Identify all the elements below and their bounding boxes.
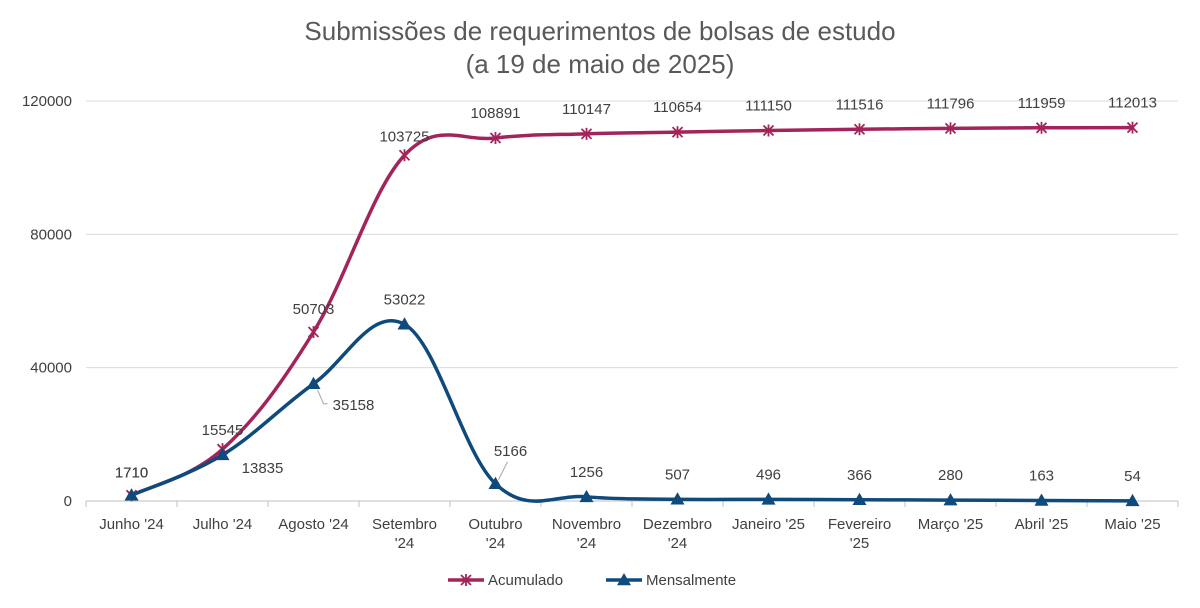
x-tick-label: Março '25 [918,516,983,533]
y-tick-label: 0 [64,493,72,510]
y-tick-label: 40000 [30,360,72,377]
data-point-marker [943,493,958,506]
series-line-acumulado [129,125,1135,498]
data-point-marker [398,149,411,162]
data-label: 110147 [562,101,611,118]
data-point-marker [1034,493,1049,506]
data-label: 110654 [653,99,702,116]
data-label: 13835 [242,460,284,477]
data-label: 54 [1124,468,1141,485]
legend-label: Acumulado [488,572,563,589]
data-label: 111959 [1018,95,1066,112]
axes: 0 40000 80000 120000 Junho '24 Julho '24 Agost… [22,93,1179,552]
legend-marker [460,574,472,586]
data-point-marker [307,325,320,338]
x-tick-label: Julho '24 [193,516,253,533]
data-label: 1710 [115,464,148,481]
data-point-marker [762,124,775,137]
data-point-marker [397,317,412,330]
series-lines [124,121,1140,507]
data-label: 111516 [836,96,884,113]
data-label: 15545 [202,422,244,439]
x-tick-label: Maio '25 [1104,516,1160,533]
data-label: 111150 [745,98,792,115]
data-label: 507 [665,466,690,483]
data-point-marker [306,376,321,390]
data-label: 50703 [293,301,335,318]
y-tick-label: 80000 [30,226,72,243]
data-point-marker [1125,493,1140,507]
x-tick-label: Agosto '24 [278,516,348,533]
data-labels: 1710 15545 50703 103725 108891 110147 110654 11… [115,95,1157,485]
data-point-marker [579,489,594,503]
data-point-marker [852,492,867,506]
data-label: 496 [756,466,781,483]
data-point-marker [761,492,776,505]
x-tick-label: Dezembro '24 [643,516,712,552]
gridlines [86,100,1178,502]
data-point-marker [1035,121,1048,134]
data-point-marker [670,492,685,505]
legend-marker [617,573,631,586]
data-point-marker [488,476,503,490]
data-label: 5166 [494,443,527,460]
data-label: 1256 [570,464,603,481]
data-label: 112013 [1108,95,1157,112]
data-label: 163 [1029,467,1054,484]
x-tick-label: Junho '24 [99,516,164,533]
x-tick-label: Janeiro '25 [732,516,805,533]
data-label: 1710 [115,464,148,481]
data-label: 103725 [379,128,429,145]
x-tick-label: Fevereiro '25 [828,516,891,552]
data-point-marker [1126,121,1139,134]
data-label: 366 [847,467,872,484]
data-point-marker [944,122,957,135]
chart-subtitle: (a 19 de maio de 2025) [466,49,735,79]
data-point-marker [215,447,230,461]
x-tick-label: Novembro '24 [552,516,621,552]
y-tick-label: 120000 [22,93,72,110]
legend-label: Mensalmente [646,572,736,589]
data-label: 53022 [384,291,426,308]
data-label-leader [317,389,328,405]
data-point-marker [853,123,866,136]
data-label: 111796 [927,95,975,112]
x-tick-label: Abril '25 [1015,516,1069,533]
data-label: 108891 [470,105,520,122]
data-label: 280 [938,467,963,484]
data-point-marker [124,488,139,501]
chart-title: Submissões de requerimentos de bolsas de… [304,16,895,46]
data-point-marker [580,127,593,140]
x-tick-label: Outubro '24 [468,516,522,552]
data-label-leader [498,461,508,481]
data-label: 35158 [333,397,375,414]
data-point-marker [489,132,502,145]
legend: Acumulado Mensalmente [448,572,736,589]
x-tick-label: Setembro '24 [372,516,437,552]
data-point-marker [671,126,684,139]
